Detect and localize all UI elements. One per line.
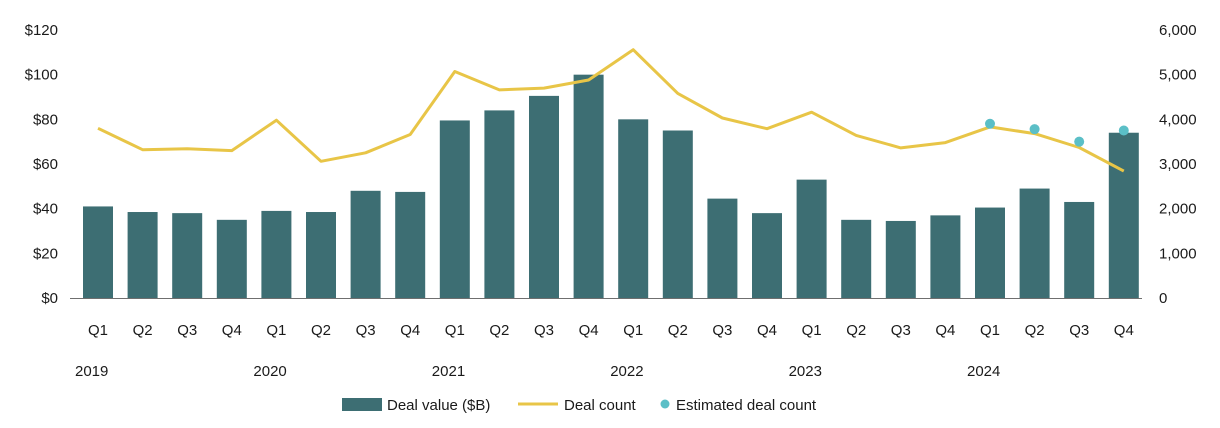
x-quarter-label: Q3 [1069, 322, 1089, 339]
left-y-tick-label: $40 [33, 201, 58, 218]
x-quarter-label: Q4 [757, 322, 777, 339]
x-quarter-label: Q1 [980, 322, 1000, 339]
deal-value-bar [1019, 188, 1050, 298]
deal-value-bar [975, 207, 1005, 298]
deal-value-bar [573, 74, 604, 299]
deal-value-bar [618, 119, 649, 298]
legend-deal-value-label: Deal value ($B) [387, 397, 490, 414]
deal-value-bar [841, 219, 872, 298]
deal-value-bar [261, 210, 292, 298]
x-quarter-label: Q1 [445, 322, 465, 339]
x-year-label: 2019 [75, 363, 108, 380]
right-y-tick-label: 6,000 [1159, 22, 1197, 39]
x-year-label: 2022 [610, 363, 643, 380]
x-quarter-label: Q4 [579, 322, 599, 339]
estimated-deal-count-point [1118, 125, 1129, 136]
deal-value-bar [350, 190, 381, 298]
deal-value-bar [885, 220, 916, 298]
legend-deal-value-swatch [342, 398, 382, 411]
deal-value-bar [395, 191, 426, 298]
deal-value-bar [529, 95, 559, 298]
x-quarter-label: Q3 [534, 322, 554, 339]
x-quarter-label: Q3 [712, 322, 732, 339]
legend-estimated-deal-count-label: Estimated deal count [676, 397, 817, 414]
estimated-deal-count-point [985, 118, 995, 129]
estimated-deal-count-points [985, 118, 1129, 147]
x-quarter-label: Q1 [802, 322, 822, 339]
left-y-tick-label: $100 [25, 67, 58, 84]
x-axis-quarter-labels: Q1 Q2 Q3 Q4 Q1 Q2 Q3 Q4 Q1 Q2 Q3 Q4 Q1 Q2 Q3 Q4 Q1 Q2 Q3 Q4… [88, 322, 1134, 339]
x-quarter-label: Q3 [891, 322, 911, 339]
x-year-label: 2021 [432, 363, 465, 380]
deal-value-bars [83, 74, 1139, 299]
right-y-tick-label: 2,000 [1159, 201, 1197, 218]
left-y-tick-label: $20 [33, 245, 58, 262]
x-quarter-label: Q4 [1114, 322, 1134, 339]
right-y-tick-label: 0 [1159, 290, 1167, 307]
x-quarter-label: Q4 [935, 322, 955, 339]
right-y-axis: 0 1,000 2,000 3,000 4,000 5,000 6,000 [1159, 22, 1197, 307]
left-y-tick-label: $120 [25, 22, 58, 39]
x-quarter-label: Q3 [356, 322, 376, 339]
deal-value-bar [172, 213, 203, 298]
x-quarter-label: Q4 [222, 322, 242, 339]
deal-value-bar [662, 130, 693, 298]
x-quarter-label: Q2 [133, 322, 153, 339]
deal-value-bar [930, 215, 961, 298]
x-year-label: 2024 [967, 363, 1000, 380]
x-quarter-label: Q2 [489, 322, 509, 339]
x-quarter-label: Q2 [311, 322, 331, 339]
x-quarter-label: Q2 [846, 322, 866, 339]
deal-value-bar [752, 213, 782, 298]
deal-value-bar [1064, 201, 1095, 298]
legend-estimated-deal-count-swatch [660, 399, 670, 409]
x-quarter-label: Q1 [623, 322, 643, 339]
estimated-deal-count-point [1074, 136, 1085, 147]
left-y-tick-label: $0 [41, 290, 58, 307]
x-quarter-label: Q3 [177, 322, 197, 339]
right-y-tick-label: 3,000 [1159, 156, 1197, 173]
x-quarter-label: Q1 [266, 322, 286, 339]
right-y-tick-label: 1,000 [1159, 245, 1197, 262]
deal-value-bar [796, 179, 827, 298]
x-quarter-label: Q2 [1025, 322, 1045, 339]
left-y-tick-label: $60 [33, 156, 58, 173]
deal-value-bar [1108, 132, 1139, 298]
deal-count-line [97, 48, 1125, 173]
deal-value-bar [127, 212, 158, 298]
right-y-tick-label: 4,000 [1159, 111, 1197, 128]
x-quarter-label: Q4 [400, 322, 420, 339]
deal-value-bar [707, 198, 738, 298]
left-y-tick-label: $80 [33, 111, 58, 128]
deal-value-bar [439, 120, 470, 298]
deal-value-bar [83, 206, 113, 298]
x-axis-year-labels: 2019 2020 2021 2022 2023 2024 [75, 363, 1000, 380]
legend-deal-count-label: Deal count [564, 397, 637, 414]
x-year-label: 2020 [253, 363, 286, 380]
x-year-label: 2023 [789, 363, 822, 380]
right-y-tick-label: 5,000 [1159, 67, 1197, 84]
x-quarter-label: Q2 [668, 322, 688, 339]
deal-value-bar [216, 219, 247, 298]
left-y-axis: $0 $20 $40 $60 $80 $100 $120 [25, 22, 58, 307]
deal-value-bar [306, 212, 336, 298]
deal-value-bar [484, 110, 515, 299]
x-quarter-label: Q1 [88, 322, 108, 339]
estimated-deal-count-point [1029, 124, 1040, 135]
legend: Deal value ($B) Deal count Estimated dea… [342, 397, 817, 414]
